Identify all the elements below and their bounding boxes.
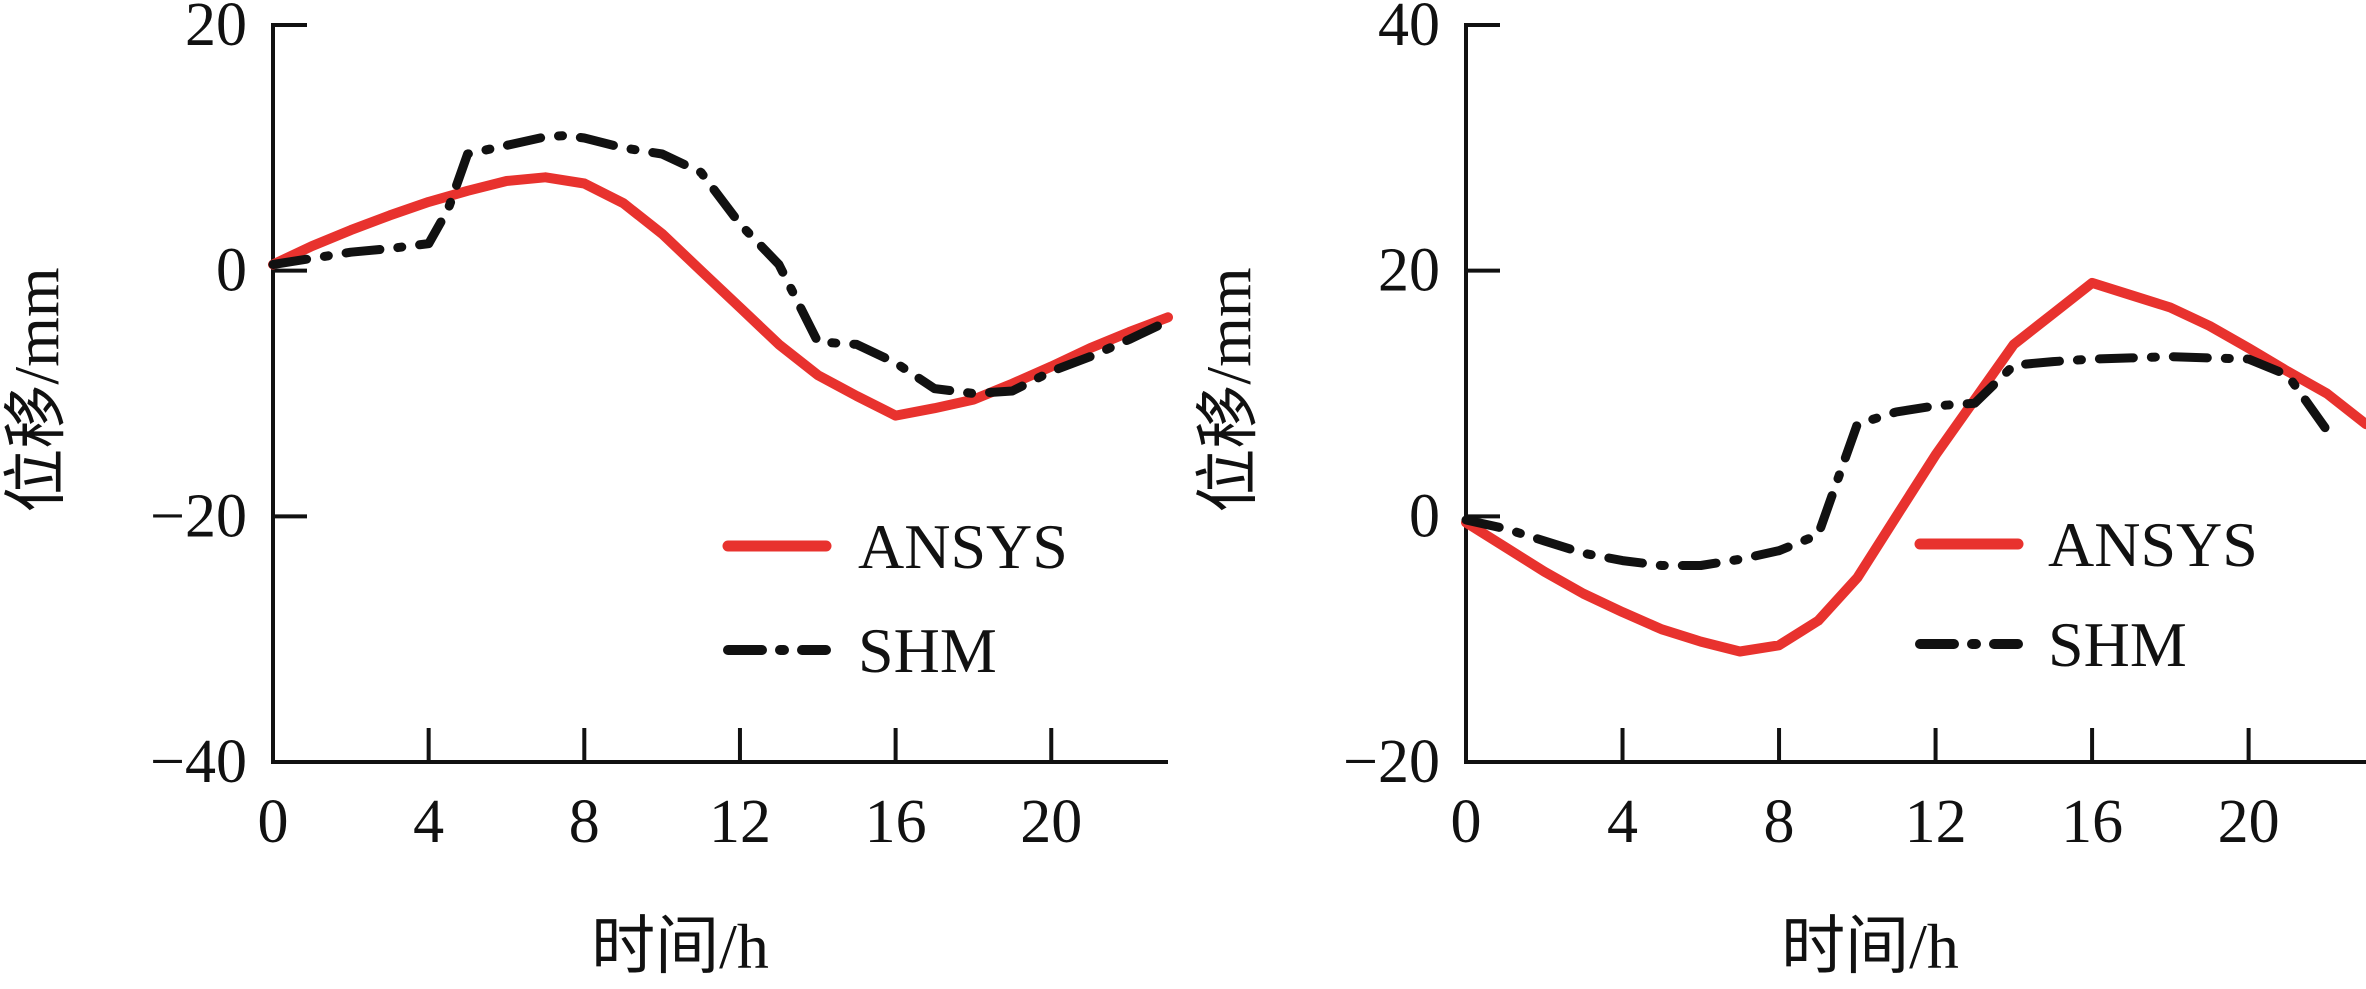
right-series-shm-line — [1461, 352, 2332, 570]
left-x-tick-label: 20 — [1020, 788, 1082, 856]
left-y-axis-title: 位移/mm — [1, 267, 72, 512]
right-x-tick-label: 12 — [1905, 788, 1967, 856]
right-legend-label-ansys: ANSYS — [2048, 509, 2258, 580]
right-x-tick-label: 4 — [1607, 788, 1638, 856]
right-legend-label-shm: SHM — [2048, 609, 2187, 680]
right-y-tick-label: 0 — [1409, 482, 1440, 550]
right-series-ansys-line — [1461, 277, 2366, 657]
right-y-tick-label: 40 — [1378, 0, 1440, 59]
left-y-tick-label: 20 — [185, 0, 247, 59]
left-legend-label-ansys: ANSYS — [858, 511, 1068, 582]
left-y-tick-label: −20 — [150, 482, 247, 550]
left-x-tick-label: 4 — [413, 788, 444, 856]
left-y-tick-label: −40 — [150, 728, 247, 796]
left-chart-panel: 0 4 8 12 16 20 −40 −20 0 20 时间/h 位移/mm ANSYS SHM — [1, 0, 1173, 982]
right-y-tick-label: 20 — [1378, 237, 1440, 305]
left-legend: ANSYS SHM — [722, 511, 1068, 686]
left-series-ansys-line — [268, 172, 1173, 421]
left-x-tick-label: 0 — [258, 788, 289, 856]
left-x-tick-label: 8 — [569, 788, 600, 856]
left-legend-label-shm: SHM — [858, 615, 997, 686]
left-x-tick-label: 12 — [709, 788, 771, 856]
right-x-tick-label: 16 — [2061, 788, 2123, 856]
left-series-shm-line — [268, 131, 1173, 398]
left-x-tick-label: 16 — [865, 788, 927, 856]
right-x-axis-title: 时间/h — [1781, 911, 1959, 982]
right-legend: ANSYS SHM — [1914, 509, 2258, 680]
right-x-tick-label: 0 — [1451, 788, 1482, 856]
right-x-tick-label: 20 — [2218, 788, 2280, 856]
left-y-tick-label: 0 — [216, 237, 247, 305]
right-y-tick-label: −20 — [1343, 728, 1440, 796]
right-y-axis-title: 位移/mm — [1193, 267, 1264, 512]
right-x-tick-label: 8 — [1764, 788, 1795, 856]
left-x-axis-title: 时间/h — [591, 911, 769, 982]
